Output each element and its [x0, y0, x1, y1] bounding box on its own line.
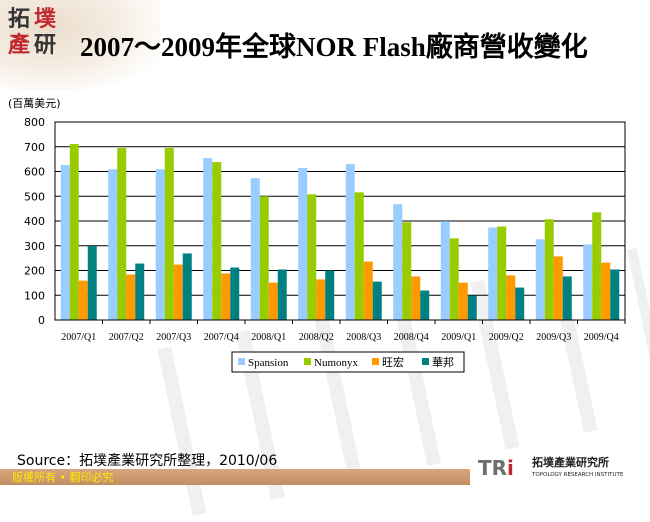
y-tick-label: 100 [24, 289, 45, 302]
bar-Spansion [583, 244, 593, 320]
bar-華邦 [420, 290, 430, 320]
bar-Numonyx [117, 147, 127, 320]
bar-華邦 [230, 267, 240, 320]
bar-華邦 [610, 269, 620, 320]
tri-logo: TRi [478, 456, 514, 480]
bar-華邦 [277, 269, 287, 320]
y-tick-label: 600 [24, 166, 45, 179]
bar-旺宏 [506, 275, 516, 320]
bar-Numonyx [497, 226, 507, 320]
x-tick-label: 2008/Q3 [346, 332, 381, 343]
legend-label: 華邦 [432, 356, 454, 369]
bar-Numonyx [212, 162, 222, 320]
logo: 拓墣 產研 [8, 7, 57, 58]
legend-label: Numonyx [314, 357, 359, 369]
bar-旺宏 [221, 273, 231, 320]
legend-swatch [372, 358, 379, 365]
y-axis-label: (百萬美元) [8, 97, 61, 110]
bar-旺宏 [553, 256, 563, 320]
x-tick-label: 2009/Q4 [584, 332, 619, 343]
copyright-text: 版權所有 • 翻印必究 [12, 471, 114, 484]
y-tick-label: 500 [24, 190, 45, 203]
bar-Spansion [345, 164, 355, 320]
bar-華邦 [135, 263, 145, 320]
bar-Spansion [250, 178, 260, 320]
bar-Numonyx [69, 144, 79, 320]
bar-旺宏 [411, 276, 421, 320]
bar-Numonyx [402, 222, 412, 320]
bar-華邦 [182, 253, 192, 320]
bar-華邦 [372, 281, 382, 320]
legend-swatch [238, 358, 245, 365]
source-note: Source：拓墣產業研究所整理，2010/06 [17, 453, 278, 469]
bar-旺宏 [316, 279, 326, 320]
bar-華邦 [325, 270, 335, 320]
x-tick-label: 2009/Q3 [536, 332, 571, 343]
bar-華邦 [562, 276, 572, 320]
bar-旺宏 [458, 282, 468, 320]
bar-華邦 [87, 245, 97, 320]
x-tick-label: 2008/Q1 [251, 332, 286, 343]
legend-label: 旺宏 [382, 355, 404, 369]
x-tick-label: 2008/Q2 [299, 332, 334, 343]
bar-Numonyx [449, 238, 459, 320]
x-tick-label: 2007/Q4 [204, 332, 239, 343]
y-tick-label: 0 [38, 314, 45, 327]
legend-swatch [304, 358, 311, 365]
legend-label: Spansion [248, 357, 289, 369]
y-tick-label: 700 [24, 141, 45, 154]
y-tick-label: 800 [24, 116, 45, 129]
legend-swatch [422, 358, 429, 365]
brand-cn: 拓墣產業研究所 [532, 456, 609, 469]
bar-Spansion [155, 169, 165, 320]
bar-Spansion [440, 221, 450, 320]
x-tick-label: 2007/Q1 [61, 332, 96, 343]
x-tick-label: 2007/Q2 [109, 332, 144, 343]
bar-Spansion [488, 227, 498, 320]
header-background [0, 0, 160, 90]
y-tick-label: 400 [24, 215, 45, 228]
x-tick-label: 2009/Q1 [441, 332, 476, 343]
tri-brand: TRi 拓墣產業研究所 TOPOLOGY RESEARCH INSTITUTE [470, 455, 650, 485]
bar-Spansion [108, 169, 118, 320]
x-tick-label: 2009/Q2 [489, 332, 524, 343]
y-tick-label: 300 [24, 240, 45, 253]
legend-box [231, 351, 465, 373]
bar-Numonyx [259, 196, 269, 320]
bar-旺宏 [173, 264, 183, 320]
bar-旺宏 [268, 282, 278, 320]
bar-Numonyx [592, 212, 602, 320]
page-title: 2007～2009年全球NOR Flash廠商營收變化 [80, 32, 588, 62]
bar-Numonyx [307, 194, 317, 320]
y-tick-label: 200 [24, 265, 45, 278]
bar-Numonyx [544, 219, 554, 320]
bar-Spansion [203, 158, 213, 320]
bar-旺宏 [601, 262, 611, 320]
bar-華邦 [515, 287, 525, 320]
brand-en: TOPOLOGY RESEARCH INSTITUTE [532, 472, 624, 478]
bar-Spansion [298, 168, 308, 320]
bar-Spansion [60, 165, 70, 320]
x-tick-label: 2007/Q3 [156, 332, 191, 343]
bar-Numonyx [164, 147, 174, 320]
bar-Numonyx [354, 192, 364, 320]
bar-Spansion [535, 239, 545, 320]
bar-旺宏 [78, 280, 88, 320]
bar-旺宏 [126, 274, 136, 320]
bar-華邦 [467, 295, 477, 320]
bar-旺宏 [363, 261, 373, 320]
bar-Spansion [393, 204, 403, 320]
x-tick-label: 2008/Q4 [394, 332, 429, 343]
bar-chart: 0 100 200 300 400 500 600 700 800 (百萬美元) 2007/Q1 20… [8, 97, 626, 373]
